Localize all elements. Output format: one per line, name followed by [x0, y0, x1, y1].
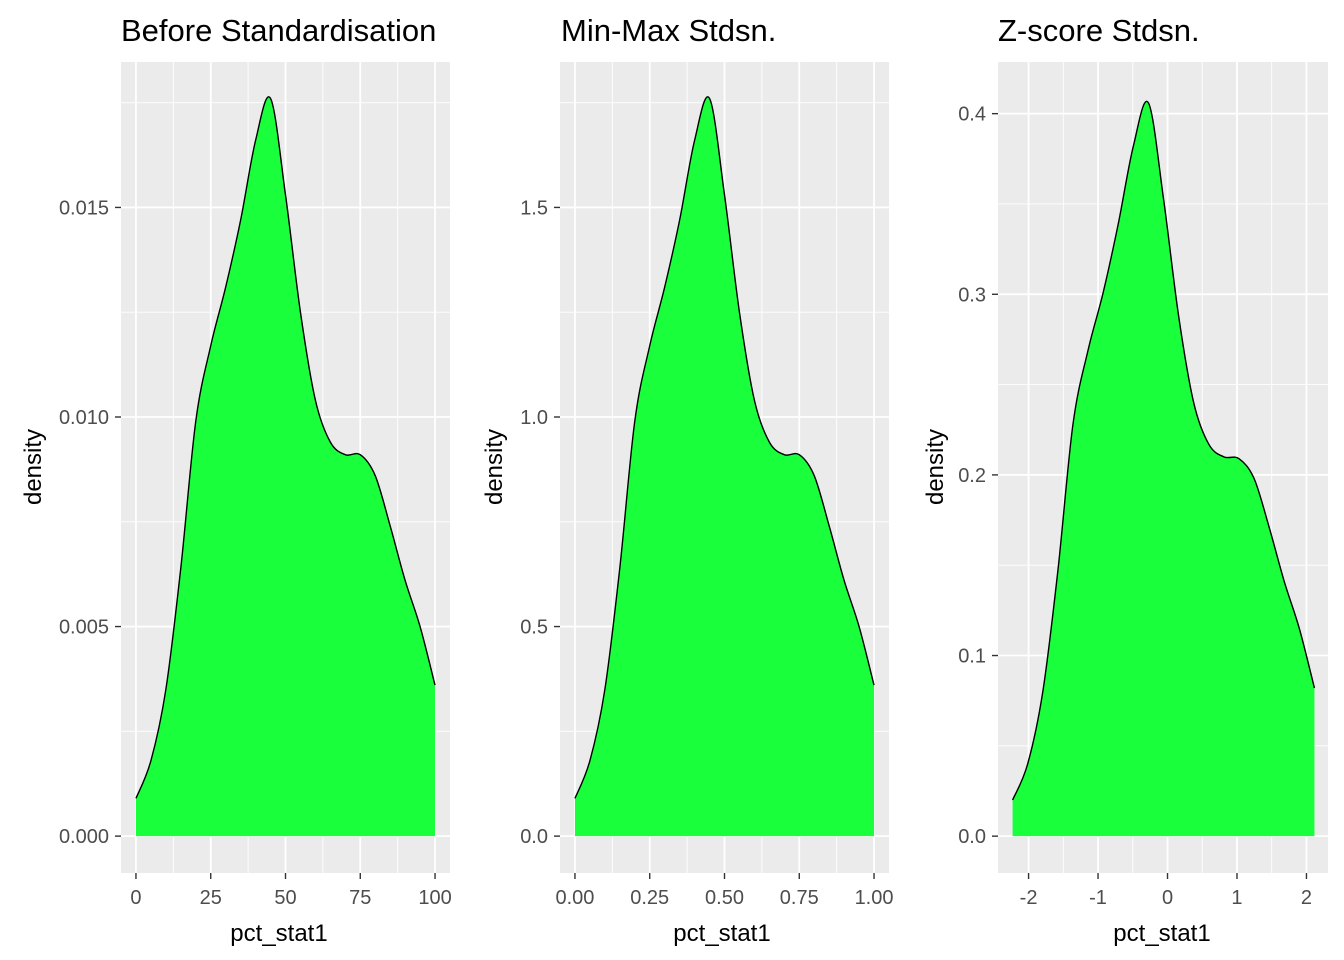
x-tick-label: 0	[130, 887, 141, 909]
x-tick-label: 100	[418, 887, 451, 909]
plot-area	[121, 62, 450, 873]
x-axis-title: pct_stat1	[1113, 920, 1210, 947]
x-tick-label: 25	[200, 887, 222, 909]
x-tick-label: 2	[1301, 887, 1312, 909]
y-tick-label: 0.015	[59, 197, 109, 219]
x-tick-label: 0.75	[780, 887, 819, 909]
x-tick-label: 1	[1231, 887, 1242, 909]
density-area	[135, 96, 436, 837]
density-area	[574, 96, 875, 837]
y-axis-title: density	[922, 429, 949, 505]
y-tick-label: 0.1	[958, 646, 986, 668]
panel-before-standardisation: Before Standardisation pct_stat1 density…	[20, 13, 452, 947]
x-tick-label: 50	[274, 887, 296, 909]
x-axis-title: pct_stat1	[230, 920, 327, 947]
panel-min-max-stdsn: Min-Max Stdsn. pct_stat1 density 0.00 0.2…	[481, 13, 894, 947]
y-axis-title: density	[481, 429, 508, 505]
x-axis-title: pct_stat1	[673, 920, 770, 947]
plot-area	[560, 62, 889, 873]
x-tick-label: 0.50	[705, 887, 744, 909]
density-outline	[574, 96, 875, 799]
x-tick-label: 0.25	[630, 887, 669, 909]
y-tick-label: 0.010	[59, 407, 109, 429]
y-tick-label: 0.005	[59, 617, 109, 639]
y-tick-label: 0.0	[958, 826, 986, 848]
panel-title: Min-Max Stdsn.	[561, 13, 776, 48]
panel-title: Before Standardisation	[121, 13, 436, 48]
y-tick-label: 0.2	[958, 465, 986, 487]
y-axis-title: density	[20, 429, 47, 505]
x-tick-label: 0.00	[555, 887, 594, 909]
y-tick-label: 1.0	[520, 407, 548, 429]
y-tick-label: 1.5	[520, 197, 548, 219]
density-area	[1012, 101, 1315, 837]
panel-title: Z-score Stdsn.	[998, 13, 1200, 48]
x-tick-label: -1	[1089, 887, 1107, 909]
x-tick-label: -2	[1020, 887, 1038, 909]
density-outline	[135, 96, 436, 799]
y-tick-label: 0.3	[958, 284, 986, 306]
panel-z-score-stdsn: Z-score Stdsn. pct_stat1 density -2 -1 0 1 2…	[922, 13, 1328, 947]
x-tick-label: 0	[1162, 887, 1173, 909]
x-tick-label: 1.00	[855, 887, 894, 909]
plot-area	[998, 62, 1328, 873]
x-tick-label: 75	[349, 887, 371, 909]
y-tick-label: 0.000	[59, 826, 109, 848]
y-tick-label: 0.4	[958, 104, 986, 126]
y-tick-label: 0.5	[520, 617, 548, 639]
density-outline	[1011, 100, 1316, 801]
y-tick-label: 0.0	[520, 826, 548, 848]
